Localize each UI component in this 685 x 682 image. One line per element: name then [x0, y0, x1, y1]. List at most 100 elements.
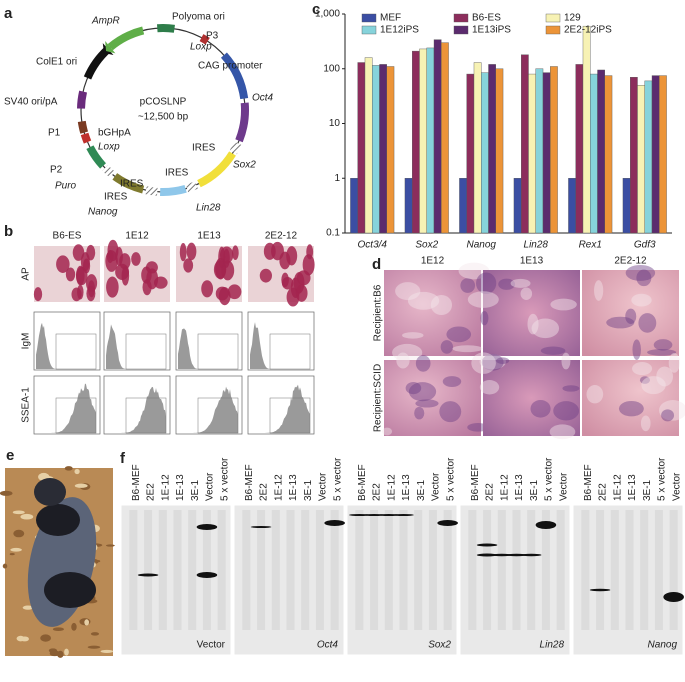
tissue-structure	[520, 287, 533, 300]
tissue-structure	[668, 353, 680, 373]
bedding-chip	[74, 468, 80, 475]
tissue-structure	[550, 298, 577, 311]
sv40-segment	[77, 90, 88, 109]
lane-label: 5 x vector	[544, 457, 555, 501]
lane-label: 1E-13	[175, 474, 186, 501]
plasmid-label: Lin28	[196, 203, 221, 214]
tissue-structure	[561, 352, 571, 370]
legend-swatch	[361, 25, 377, 35]
panel-letter: b	[4, 223, 13, 240]
lane-label: 5 x vector	[657, 457, 668, 501]
ap-colony	[232, 245, 239, 261]
column-label: 2E2-12	[265, 231, 298, 242]
tissue-structure	[440, 340, 454, 354]
lane-label: 3E-1	[190, 479, 201, 501]
lane-smear	[497, 510, 506, 630]
ap-colony	[281, 272, 289, 288]
bedding-chip	[40, 634, 52, 642]
ap-colony	[179, 242, 187, 262]
ap-colony	[65, 267, 76, 282]
bar	[364, 57, 373, 234]
lane-label: Vector	[558, 472, 569, 501]
bar	[604, 75, 613, 234]
sox2-segment	[197, 151, 236, 188]
bar	[568, 178, 576, 234]
facs-histogram	[36, 383, 96, 433]
ap-colony	[86, 285, 96, 302]
facs-histogram	[36, 322, 96, 369]
lane-label: B6-MEF	[583, 464, 594, 501]
plasmid-label: Oct4	[252, 93, 274, 104]
tissue-structure	[415, 399, 439, 408]
lane-label: 2E2	[485, 483, 496, 501]
bar	[637, 85, 645, 234]
panel-letter: f	[120, 450, 126, 467]
tissue-structure	[479, 354, 507, 370]
tissue-structure	[446, 326, 472, 343]
lane-label: B6-MEF	[470, 464, 481, 501]
tissue-structure	[407, 291, 440, 310]
tissue-structure	[415, 355, 431, 372]
probe-label: Vector	[197, 640, 226, 651]
loxp-segment	[199, 34, 210, 45]
bar	[644, 80, 653, 234]
bedding-chip	[84, 619, 90, 626]
column-label: 1E13	[520, 256, 544, 267]
tissue-structure	[656, 366, 673, 387]
plasmid-label: P1	[48, 128, 61, 139]
bedding-chip	[71, 622, 77, 631]
tissue-structure	[586, 385, 604, 404]
bar	[630, 77, 638, 234]
tissue-structure	[653, 339, 673, 351]
bedding-chip	[0, 490, 13, 496]
bar	[379, 64, 387, 234]
lane-smear	[286, 510, 295, 630]
tissue-structure	[562, 385, 580, 392]
bar	[481, 72, 489, 234]
lane-smear	[242, 510, 251, 630]
facs-histogram	[178, 328, 238, 369]
bar	[419, 48, 427, 234]
bar	[350, 178, 358, 234]
blot-band	[520, 553, 542, 557]
panel-letter: c	[312, 1, 320, 18]
tissue-structure	[467, 291, 499, 308]
ap-colony	[215, 257, 227, 280]
tissue-structure	[392, 343, 423, 362]
lane-smear	[414, 510, 423, 630]
legend-label: 1E12iPS	[380, 25, 419, 36]
bedding-chip	[22, 605, 34, 610]
tissue-structure	[540, 346, 566, 355]
legend-label: MEF	[380, 13, 401, 24]
bedding-chip	[64, 648, 69, 656]
lane-label: 1E-13	[288, 474, 299, 501]
lane-label: 1E-12	[160, 474, 171, 501]
ap-colony	[286, 287, 300, 307]
plasmid-label: Sox2	[233, 160, 256, 171]
lane-label: 2E2	[598, 483, 609, 501]
bar	[550, 66, 558, 234]
bar	[597, 69, 605, 234]
legend-swatch	[545, 13, 561, 23]
tissue-structure	[476, 272, 497, 295]
facs-gate	[269, 333, 311, 370]
facs-gate	[125, 333, 167, 370]
lane-label: 5 x vector	[445, 457, 456, 501]
tissue-structure	[460, 278, 476, 293]
column-label: 1E12	[421, 256, 445, 267]
bedding-chip	[74, 483, 88, 488]
facs-gate	[269, 397, 311, 434]
lane-smear	[399, 510, 408, 630]
lane-label: 1E-13	[627, 474, 638, 501]
lane-label: Vector	[431, 472, 442, 501]
lane-label: Vector	[318, 472, 329, 501]
ap-colony	[293, 272, 305, 294]
x-tick-label: Lin28	[524, 240, 549, 251]
tissue-structure	[641, 376, 666, 395]
tissue-structure	[659, 400, 685, 421]
histology-image	[582, 270, 679, 356]
lane-smear	[144, 510, 153, 630]
blot-band	[663, 592, 684, 602]
bedding-chip	[95, 560, 101, 563]
ap-colony	[223, 248, 230, 268]
